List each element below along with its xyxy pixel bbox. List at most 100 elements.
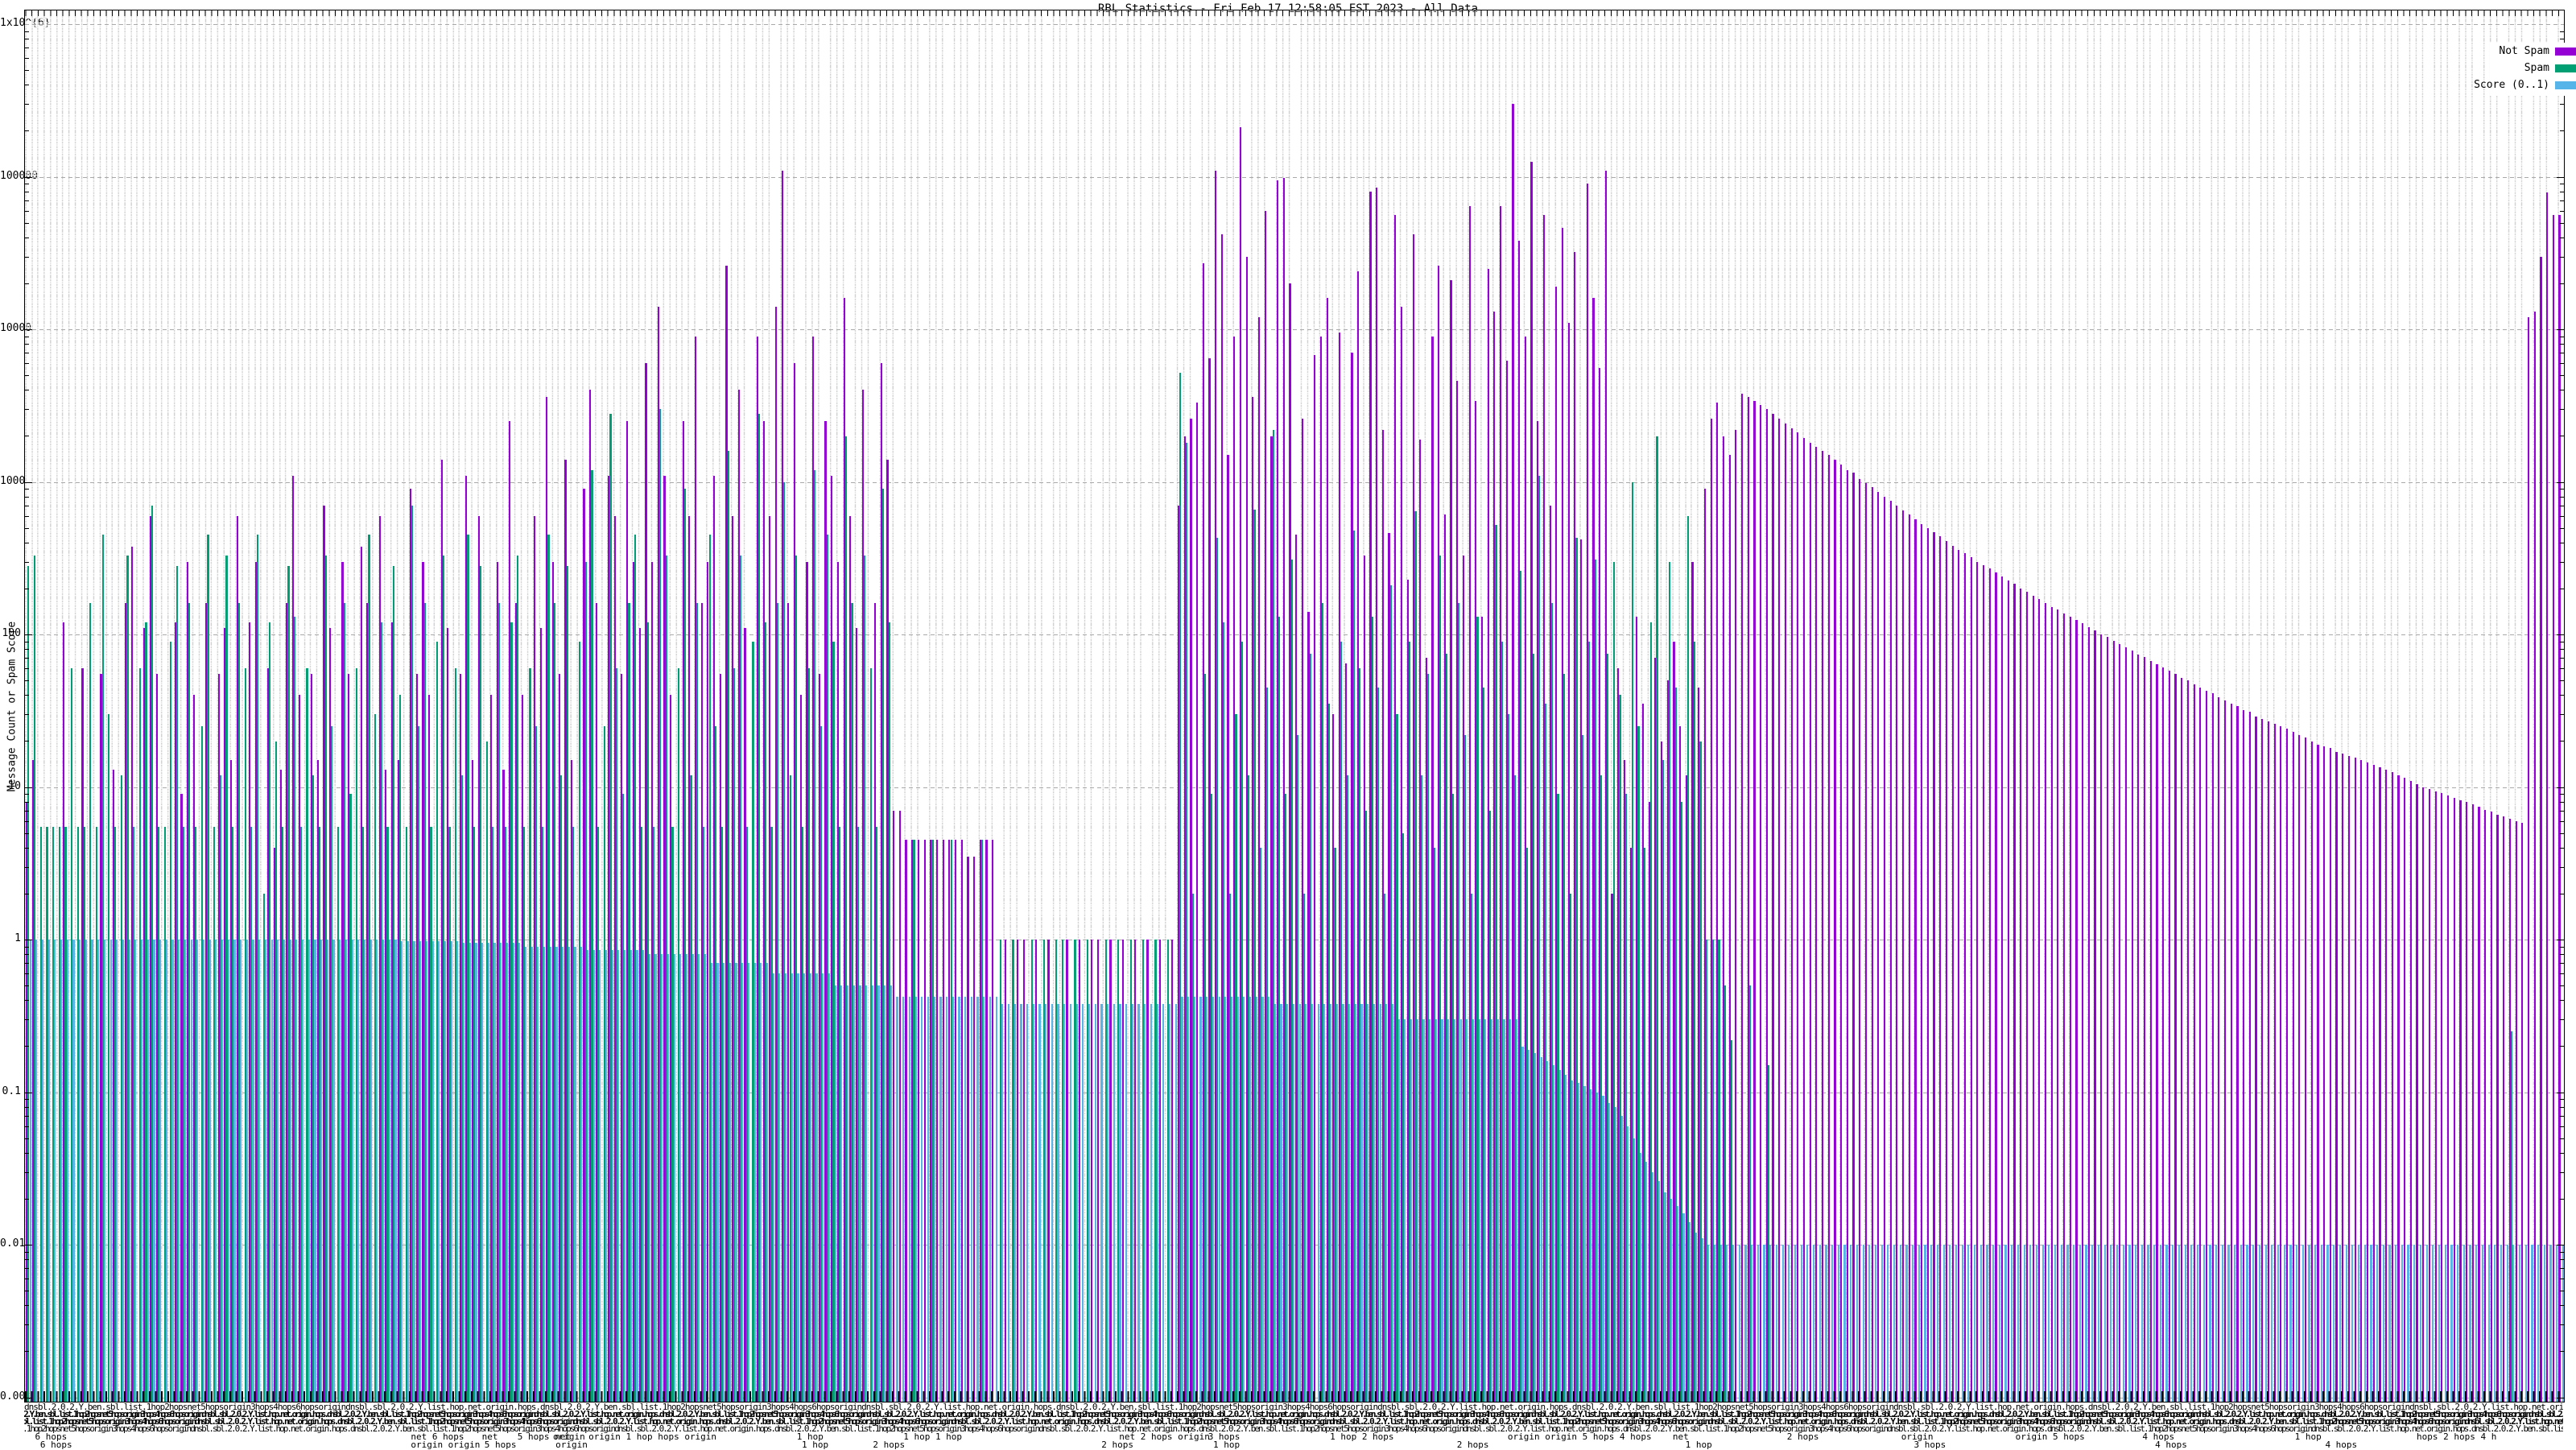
bar-spam — [1612, 561, 1615, 1402]
bar-score — [2549, 1245, 2552, 1402]
bar-notspam — [2478, 807, 2480, 1402]
bar-spam — [27, 566, 30, 1402]
bar-spam — [1216, 538, 1219, 1402]
bar-score — [462, 943, 465, 1402]
bar-spam — [1235, 714, 1237, 1402]
y-axis-tick — [2560, 1126, 2564, 1127]
y-axis-tick — [2560, 801, 2564, 803]
y-axis-tick — [25, 866, 29, 868]
bar-notspam — [1963, 553, 1967, 1402]
bar-score — [2128, 1245, 2131, 1402]
x-tick-label: hops 2 hops 4 h — [2416, 1431, 2497, 1442]
y-tick-label: 1x10^{6} — [0, 18, 51, 29]
y-axis-tick — [2560, 527, 2564, 529]
y-axis-tick — [2557, 1245, 2564, 1246]
bar-notspam — [979, 840, 981, 1402]
bar-spam — [232, 826, 234, 1402]
bar-score — [1974, 1245, 1976, 1402]
bar-score — [1751, 1245, 1753, 1402]
bar-score — [277, 940, 279, 1402]
bar-spam — [1656, 436, 1658, 1402]
bar-notspam — [1982, 564, 1985, 1402]
bar-notspam — [2527, 317, 2530, 1402]
y-axis-tick — [25, 1245, 32, 1246]
bar-score — [2103, 1245, 2106, 1402]
bar-score — [283, 940, 286, 1402]
bar-notspam — [2466, 801, 2468, 1402]
bar-notspam — [1208, 357, 1211, 1402]
bar-notspam — [1480, 617, 1484, 1402]
bar-spam — [597, 826, 600, 1402]
bar-notspam — [1815, 446, 1818, 1402]
bar-notspam — [1958, 549, 1960, 1402]
bar-score — [1305, 1003, 1307, 1402]
bar-notspam — [348, 674, 350, 1402]
bar-score — [648, 954, 650, 1402]
bar-notspam — [930, 840, 932, 1402]
bar-notspam — [310, 674, 313, 1402]
bar-spam — [1074, 940, 1076, 1402]
y-axis-tick — [2560, 1152, 2564, 1154]
bar-notspam — [2329, 748, 2331, 1402]
bar-score — [2351, 1245, 2354, 1402]
bar-score — [2438, 1245, 2441, 1402]
bar-notspam — [254, 561, 257, 1402]
bar-spam — [76, 826, 80, 1402]
bar-score — [202, 940, 205, 1402]
bar-spam — [913, 840, 915, 1402]
y-tick-label: 100000 — [0, 169, 38, 182]
bar-notspam — [521, 695, 523, 1402]
bar-spam — [1575, 538, 1578, 1402]
bar-score — [1868, 1245, 1871, 1402]
bar-spam — [876, 826, 878, 1402]
y-axis-tick — [25, 1115, 29, 1117]
bar-notspam — [2552, 215, 2554, 1402]
bar-score — [580, 946, 583, 1402]
bar-score — [1174, 1003, 1177, 1402]
bar-spam — [1488, 810, 1491, 1402]
bar-score — [1590, 1089, 1592, 1402]
bar-score — [1335, 1003, 1338, 1402]
bar-spam — [1513, 775, 1516, 1402]
bar-score — [1825, 1245, 1827, 1402]
bar-notspam — [2050, 606, 2053, 1402]
bar-score — [1268, 997, 1270, 1402]
bar-score — [1496, 1019, 1499, 1402]
bar-notspam — [1047, 940, 1050, 1402]
bar-score — [2029, 1245, 2032, 1402]
bar-spam — [497, 603, 501, 1402]
bar-score — [2370, 1245, 2372, 1402]
bar-score — [41, 940, 44, 1402]
bar-score — [617, 950, 620, 1402]
bar-spam — [1421, 775, 1423, 1402]
bar-notspam — [1537, 421, 1539, 1402]
bar-score — [1156, 1003, 1158, 1402]
bar-notspam — [985, 840, 988, 1402]
bar-spam — [504, 826, 506, 1402]
bar-notspam — [2137, 654, 2140, 1402]
bar-spam — [343, 603, 345, 1402]
bar-score — [1453, 1019, 1455, 1402]
bar-spam — [950, 840, 952, 1402]
bar-spam — [1600, 775, 1603, 1402]
bar-notspam — [390, 622, 394, 1402]
bar-notspam — [1344, 663, 1347, 1402]
bar-spam — [33, 555, 36, 1402]
bar-notspam — [793, 363, 796, 1402]
bar-notspam — [316, 760, 319, 1402]
bar-score — [1800, 1245, 1802, 1402]
bar-score — [1713, 1245, 1716, 1402]
bar-spam — [1674, 687, 1677, 1402]
bar-score — [66, 940, 68, 1402]
bar-score — [401, 940, 403, 1402]
bar-score — [2537, 1245, 2540, 1402]
bar-notspam — [682, 421, 684, 1402]
bar-notspam — [1772, 413, 1774, 1402]
bar-spam — [1433, 847, 1435, 1402]
bar-score — [2432, 1245, 2434, 1402]
bar-notspam — [1369, 191, 1372, 1402]
bar-notspam — [2168, 670, 2170, 1402]
bar-notspam — [502, 769, 505, 1402]
bar-score — [2196, 1245, 2199, 1402]
bar-score — [976, 997, 979, 1402]
